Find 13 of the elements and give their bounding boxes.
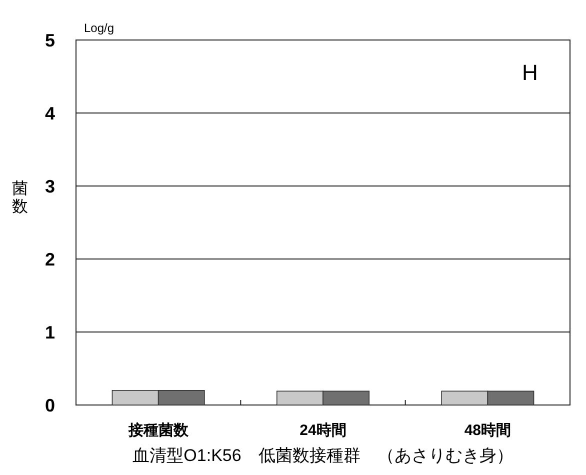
x-axis-title: 血清型O1:K56 低菌数接種群 （あさりむき身） (132, 446, 514, 465)
text: Log/g (84, 21, 114, 35)
x-tick-label: 48時間 (464, 422, 512, 439)
y-tick-label: 1 (44, 322, 56, 342)
y-tick-label: 4 (44, 103, 56, 124)
y-tick-label: 3 (44, 176, 56, 196)
y-tick-label: 0 (44, 395, 56, 416)
y-tick-label: 5 (44, 30, 56, 50)
x-tick-label: 接種菌数 (127, 422, 190, 439)
annotation: H (522, 60, 538, 86)
y-tick-label: 2 (44, 249, 56, 270)
y-axis-title: 菌数 (12, 179, 28, 216)
x-tick-label: 24時間 (300, 422, 346, 439)
